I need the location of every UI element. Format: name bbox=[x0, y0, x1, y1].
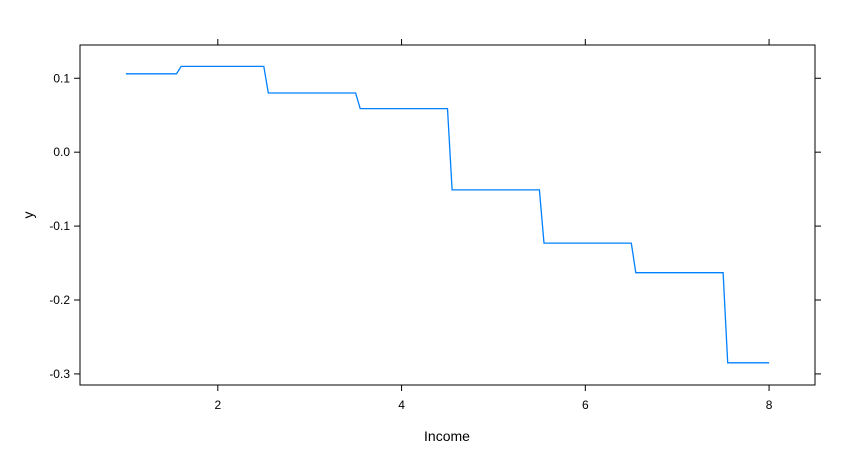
x-tick-label-0: 2 bbox=[214, 398, 221, 412]
plot-frame bbox=[79, 44, 816, 386]
y-tick-label-3: -0.2 bbox=[49, 293, 70, 307]
y-tick-label-0: 0.1 bbox=[53, 71, 70, 85]
x-tick-label-1: 4 bbox=[398, 398, 405, 412]
series-line-0 bbox=[125, 65, 770, 364]
x-tick-label-2: 6 bbox=[582, 398, 589, 412]
x-tick-label-3: 8 bbox=[766, 398, 773, 412]
series-group bbox=[125, 65, 770, 364]
x-axis-title: Income bbox=[424, 428, 470, 444]
y-tick-label-1: 0.0 bbox=[53, 145, 70, 159]
y-tick-label-4: -0.3 bbox=[49, 367, 70, 381]
x-axis-ticks: 2 4 6 8 bbox=[214, 39, 773, 412]
y-tick-label-2: -0.1 bbox=[49, 219, 70, 233]
y-axis-ticks: 0.1 0.0 -0.1 -0.2 -0.3 bbox=[49, 71, 821, 381]
y-axis-title: y bbox=[20, 212, 36, 219]
